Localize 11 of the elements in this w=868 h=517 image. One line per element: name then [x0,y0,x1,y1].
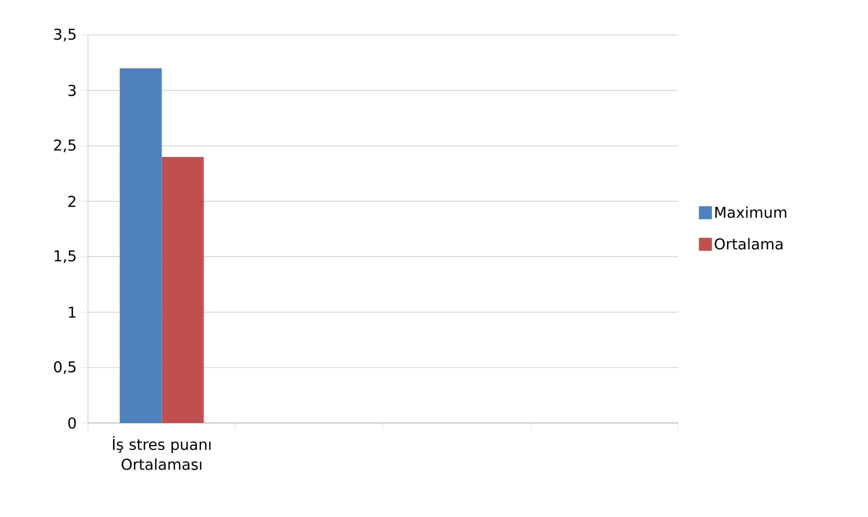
x-tick-label: İş stres puanı Ortalaması [113,436,211,470]
y-tick-label: 2,5 [54,139,76,152]
legend-label: Ortalama [714,238,782,250]
y-tick-label: 2 [68,196,76,207]
y-tick-label: 1 [68,306,76,318]
y-tick-label: 1,5 [54,250,76,264]
y-tick-label: 3 [68,84,76,96]
legend-label: Maximum [715,206,786,218]
y-tick-label: 0,5 [54,361,76,374]
y-tick-label: 0 [68,417,76,429]
y-tick-label: 3,5 [54,28,76,42]
